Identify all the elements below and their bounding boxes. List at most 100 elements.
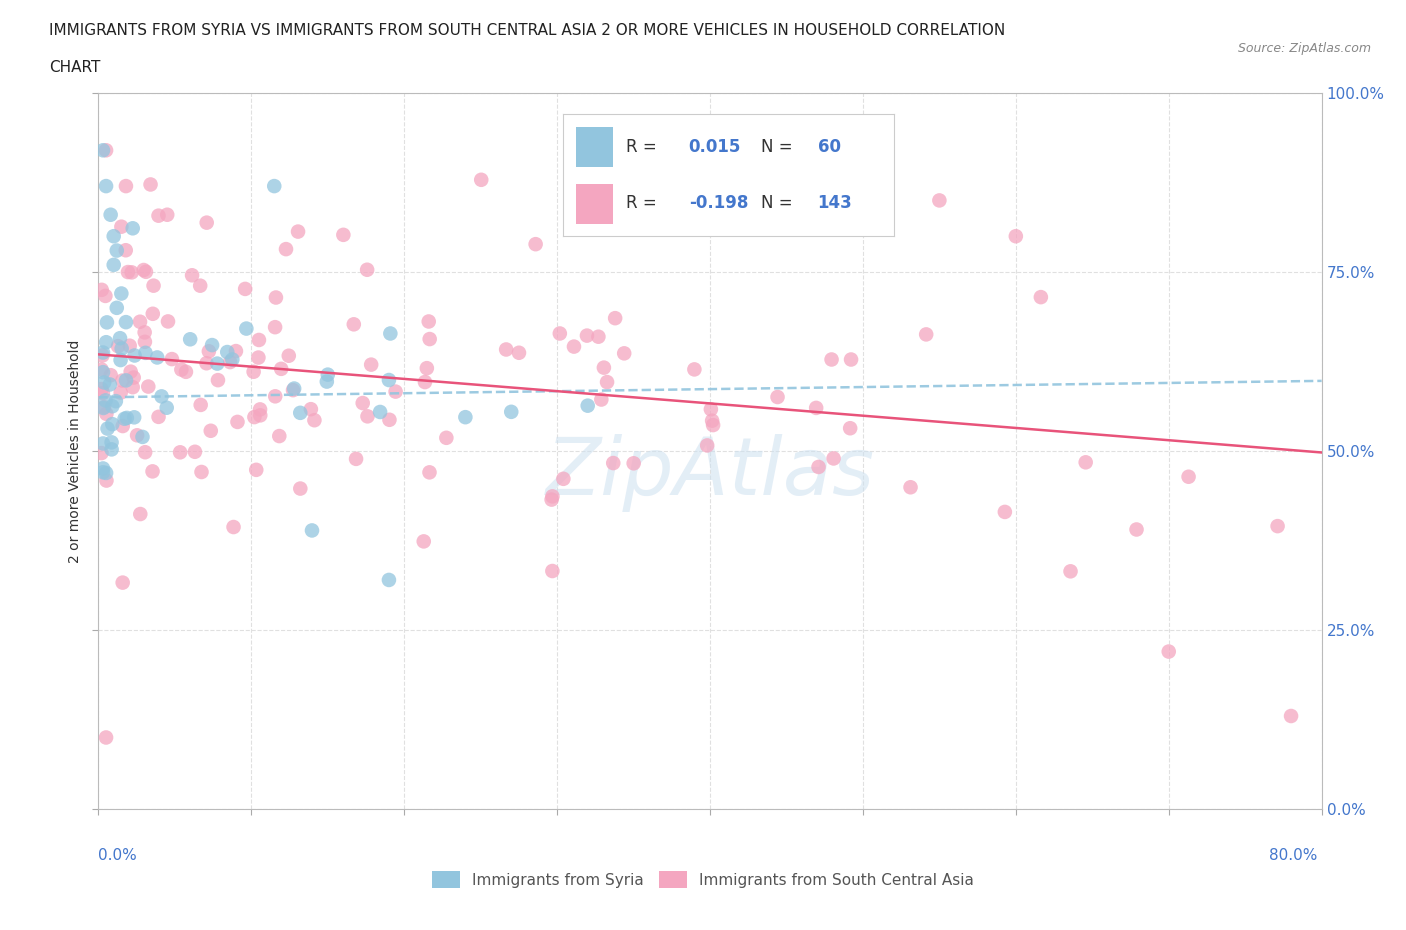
Point bbox=[111, 341, 134, 356]
Point bbox=[129, 314, 152, 329]
Point bbox=[225, 344, 247, 359]
Point bbox=[190, 465, 212, 480]
Legend: Immigrants from Syria, Immigrants from South Central Asia: Immigrants from Syria, Immigrants from S… bbox=[426, 865, 980, 895]
Point bbox=[129, 507, 152, 522]
Point bbox=[195, 356, 218, 371]
Point bbox=[623, 456, 645, 471]
Point bbox=[270, 362, 292, 377]
Point bbox=[146, 350, 169, 365]
Point bbox=[588, 329, 610, 344]
Point bbox=[553, 472, 575, 486]
Point bbox=[124, 348, 146, 363]
Point bbox=[121, 265, 143, 280]
Point bbox=[103, 258, 125, 272]
Point bbox=[90, 445, 112, 460]
Point bbox=[142, 306, 165, 321]
Point bbox=[613, 346, 636, 361]
Point bbox=[419, 332, 441, 347]
Point bbox=[217, 345, 239, 360]
Point bbox=[94, 179, 117, 193]
Point bbox=[839, 420, 862, 435]
Point bbox=[702, 418, 724, 432]
Point bbox=[1267, 519, 1289, 534]
Point bbox=[378, 573, 401, 588]
Point bbox=[110, 219, 132, 234]
Point bbox=[91, 143, 114, 158]
Point bbox=[200, 423, 222, 438]
Point bbox=[301, 523, 323, 538]
Point bbox=[804, 401, 827, 416]
Point bbox=[290, 481, 312, 496]
Point bbox=[181, 268, 204, 283]
Point bbox=[115, 373, 138, 388]
Text: Source: ZipAtlas.com: Source: ZipAtlas.com bbox=[1237, 42, 1371, 55]
Point bbox=[93, 401, 115, 416]
Point bbox=[104, 393, 127, 408]
Point bbox=[315, 374, 337, 389]
Point bbox=[91, 465, 114, 480]
Point bbox=[170, 362, 193, 377]
Point bbox=[141, 464, 163, 479]
Point bbox=[91, 461, 114, 476]
Point bbox=[226, 415, 249, 430]
Point bbox=[135, 264, 157, 279]
Point bbox=[94, 143, 117, 158]
Point bbox=[575, 328, 598, 343]
Point bbox=[118, 339, 141, 353]
Point bbox=[623, 215, 645, 230]
Point bbox=[454, 410, 477, 425]
Point bbox=[343, 317, 366, 332]
Point bbox=[1177, 470, 1199, 485]
Point bbox=[91, 365, 114, 379]
Y-axis label: 2 or more Vehicles in Household: 2 or more Vehicles in Household bbox=[69, 339, 83, 563]
Point bbox=[120, 365, 142, 379]
Point bbox=[434, 431, 457, 445]
Point bbox=[274, 242, 297, 257]
Point bbox=[134, 345, 156, 360]
Point bbox=[576, 398, 599, 413]
Point bbox=[470, 172, 492, 187]
Point bbox=[90, 362, 112, 377]
Point bbox=[1157, 644, 1180, 659]
Point bbox=[304, 413, 326, 428]
Point bbox=[101, 417, 124, 432]
Point bbox=[368, 405, 391, 419]
Point bbox=[413, 375, 436, 390]
Point bbox=[356, 262, 378, 277]
Point bbox=[190, 397, 212, 412]
Point bbox=[823, 451, 845, 466]
Point bbox=[103, 229, 125, 244]
Point bbox=[495, 342, 517, 357]
Point bbox=[96, 315, 118, 330]
Point bbox=[1059, 564, 1081, 578]
Point bbox=[105, 300, 128, 315]
Point bbox=[96, 406, 118, 421]
Point bbox=[134, 325, 156, 339]
Point bbox=[360, 357, 382, 372]
Point bbox=[114, 243, 136, 258]
Point bbox=[501, 405, 523, 419]
Point bbox=[287, 224, 309, 239]
Point bbox=[139, 177, 162, 192]
Point bbox=[696, 438, 718, 453]
Point bbox=[807, 459, 830, 474]
Point bbox=[148, 409, 170, 424]
Point bbox=[299, 402, 322, 417]
Point bbox=[115, 410, 138, 425]
Point bbox=[994, 504, 1017, 519]
Point bbox=[508, 345, 530, 360]
Point bbox=[94, 466, 117, 481]
Point bbox=[195, 215, 218, 230]
Point bbox=[683, 362, 706, 377]
Point bbox=[207, 373, 229, 388]
Point bbox=[264, 290, 287, 305]
Point bbox=[540, 492, 562, 507]
Point bbox=[548, 326, 571, 341]
Point bbox=[1074, 455, 1097, 470]
Point bbox=[156, 207, 179, 222]
Point bbox=[562, 339, 585, 354]
Point bbox=[115, 314, 138, 329]
Point bbox=[243, 409, 266, 424]
Point bbox=[136, 379, 159, 394]
Point bbox=[1004, 229, 1026, 244]
